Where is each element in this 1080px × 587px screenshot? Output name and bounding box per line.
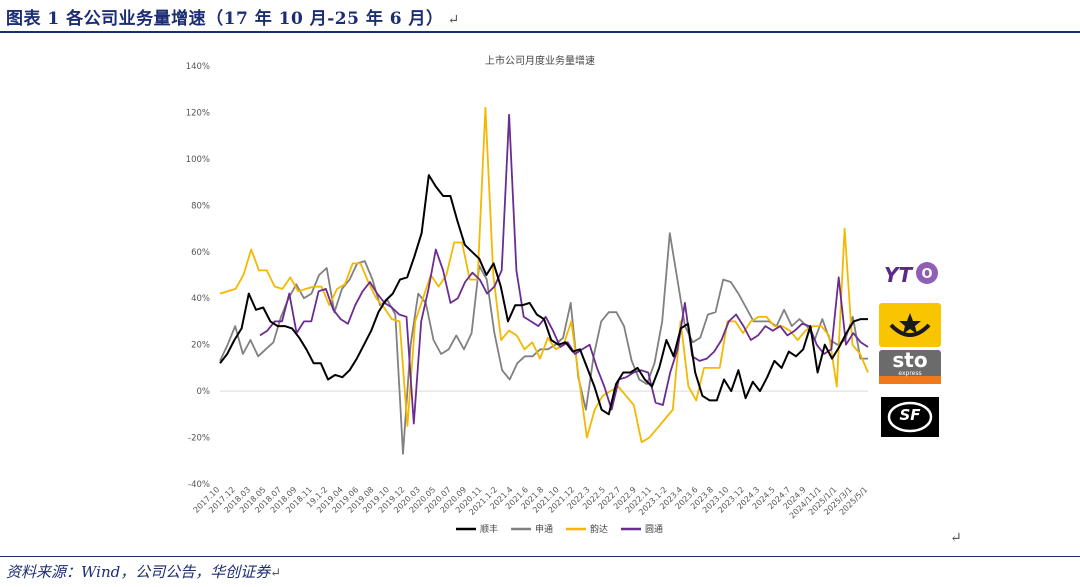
svg-text:O: O bbox=[921, 267, 932, 282]
chart-title: 上市公司月度业务量增速 bbox=[485, 54, 595, 67]
legend: 顺丰 申通 韵达 圆通 bbox=[456, 523, 663, 535]
svg-text:YT: YT bbox=[884, 263, 913, 287]
figure-title-text: 图表 1 各公司业务量增速（17 年 10 月-25 年 6 月） bbox=[6, 9, 444, 29]
y-axis: 140% 120% 100% 80% 60% 40% 20% 0% -20% -40% bbox=[186, 62, 210, 490]
title-rule bbox=[0, 31, 1080, 33]
series-line-2 bbox=[219, 106, 869, 444]
y-tick-label: 100% bbox=[186, 155, 210, 165]
series-line-1 bbox=[219, 232, 868, 455]
sf-logo-text: SF bbox=[899, 406, 921, 424]
source-text: 资料来源：Wind，公司公告，华创证券 bbox=[6, 563, 271, 581]
return-mark-icon: ↵ bbox=[447, 12, 460, 28]
series-line-0 bbox=[219, 174, 868, 416]
y-tick-label: 120% bbox=[186, 108, 210, 118]
sf-logo bbox=[881, 397, 939, 437]
yunda-logo bbox=[879, 303, 941, 347]
series-lines bbox=[219, 106, 869, 455]
yto-logo: YT O bbox=[882, 257, 940, 289]
sto-logo-text: sto bbox=[892, 348, 928, 372]
sto-logo-subtext: express bbox=[898, 370, 922, 377]
y-tick-label: -40% bbox=[188, 480, 210, 490]
return-mark-icon: ↵ bbox=[950, 530, 962, 546]
legend-label: 申通 bbox=[535, 523, 553, 535]
sto-logo bbox=[879, 350, 941, 384]
chart: 上市公司月度业务量增速 140% 120% 100% 80% 60% 40% 20% 0% -2… bbox=[186, 54, 870, 535]
y-tick-label: 20% bbox=[191, 341, 210, 351]
legend-label: 顺丰 bbox=[480, 523, 498, 535]
figure-title: 图表 1 各公司业务量增速（17 年 10 月-25 年 6 月） ↵ bbox=[6, 4, 460, 30]
series-line-3 bbox=[259, 113, 869, 425]
y-tick-label: 60% bbox=[191, 248, 210, 258]
y-tick-label: 140% bbox=[186, 62, 210, 72]
y-tick-label: -20% bbox=[188, 434, 210, 444]
legend-label: 韵达 bbox=[590, 523, 608, 535]
x-axis: 2017.102017.122018.032018.052018.072018.… bbox=[192, 390, 869, 520]
source-rule bbox=[0, 556, 1080, 557]
y-tick-label: 0% bbox=[197, 387, 211, 397]
return-mark-icon: ↵ bbox=[270, 566, 282, 581]
legend-label: 圆通 bbox=[645, 524, 663, 535]
source-note: 资料来源：Wind，公司公告，华创证券↵ bbox=[6, 561, 281, 582]
y-tick-label: 80% bbox=[191, 201, 210, 211]
y-tick-label: 40% bbox=[191, 294, 210, 304]
